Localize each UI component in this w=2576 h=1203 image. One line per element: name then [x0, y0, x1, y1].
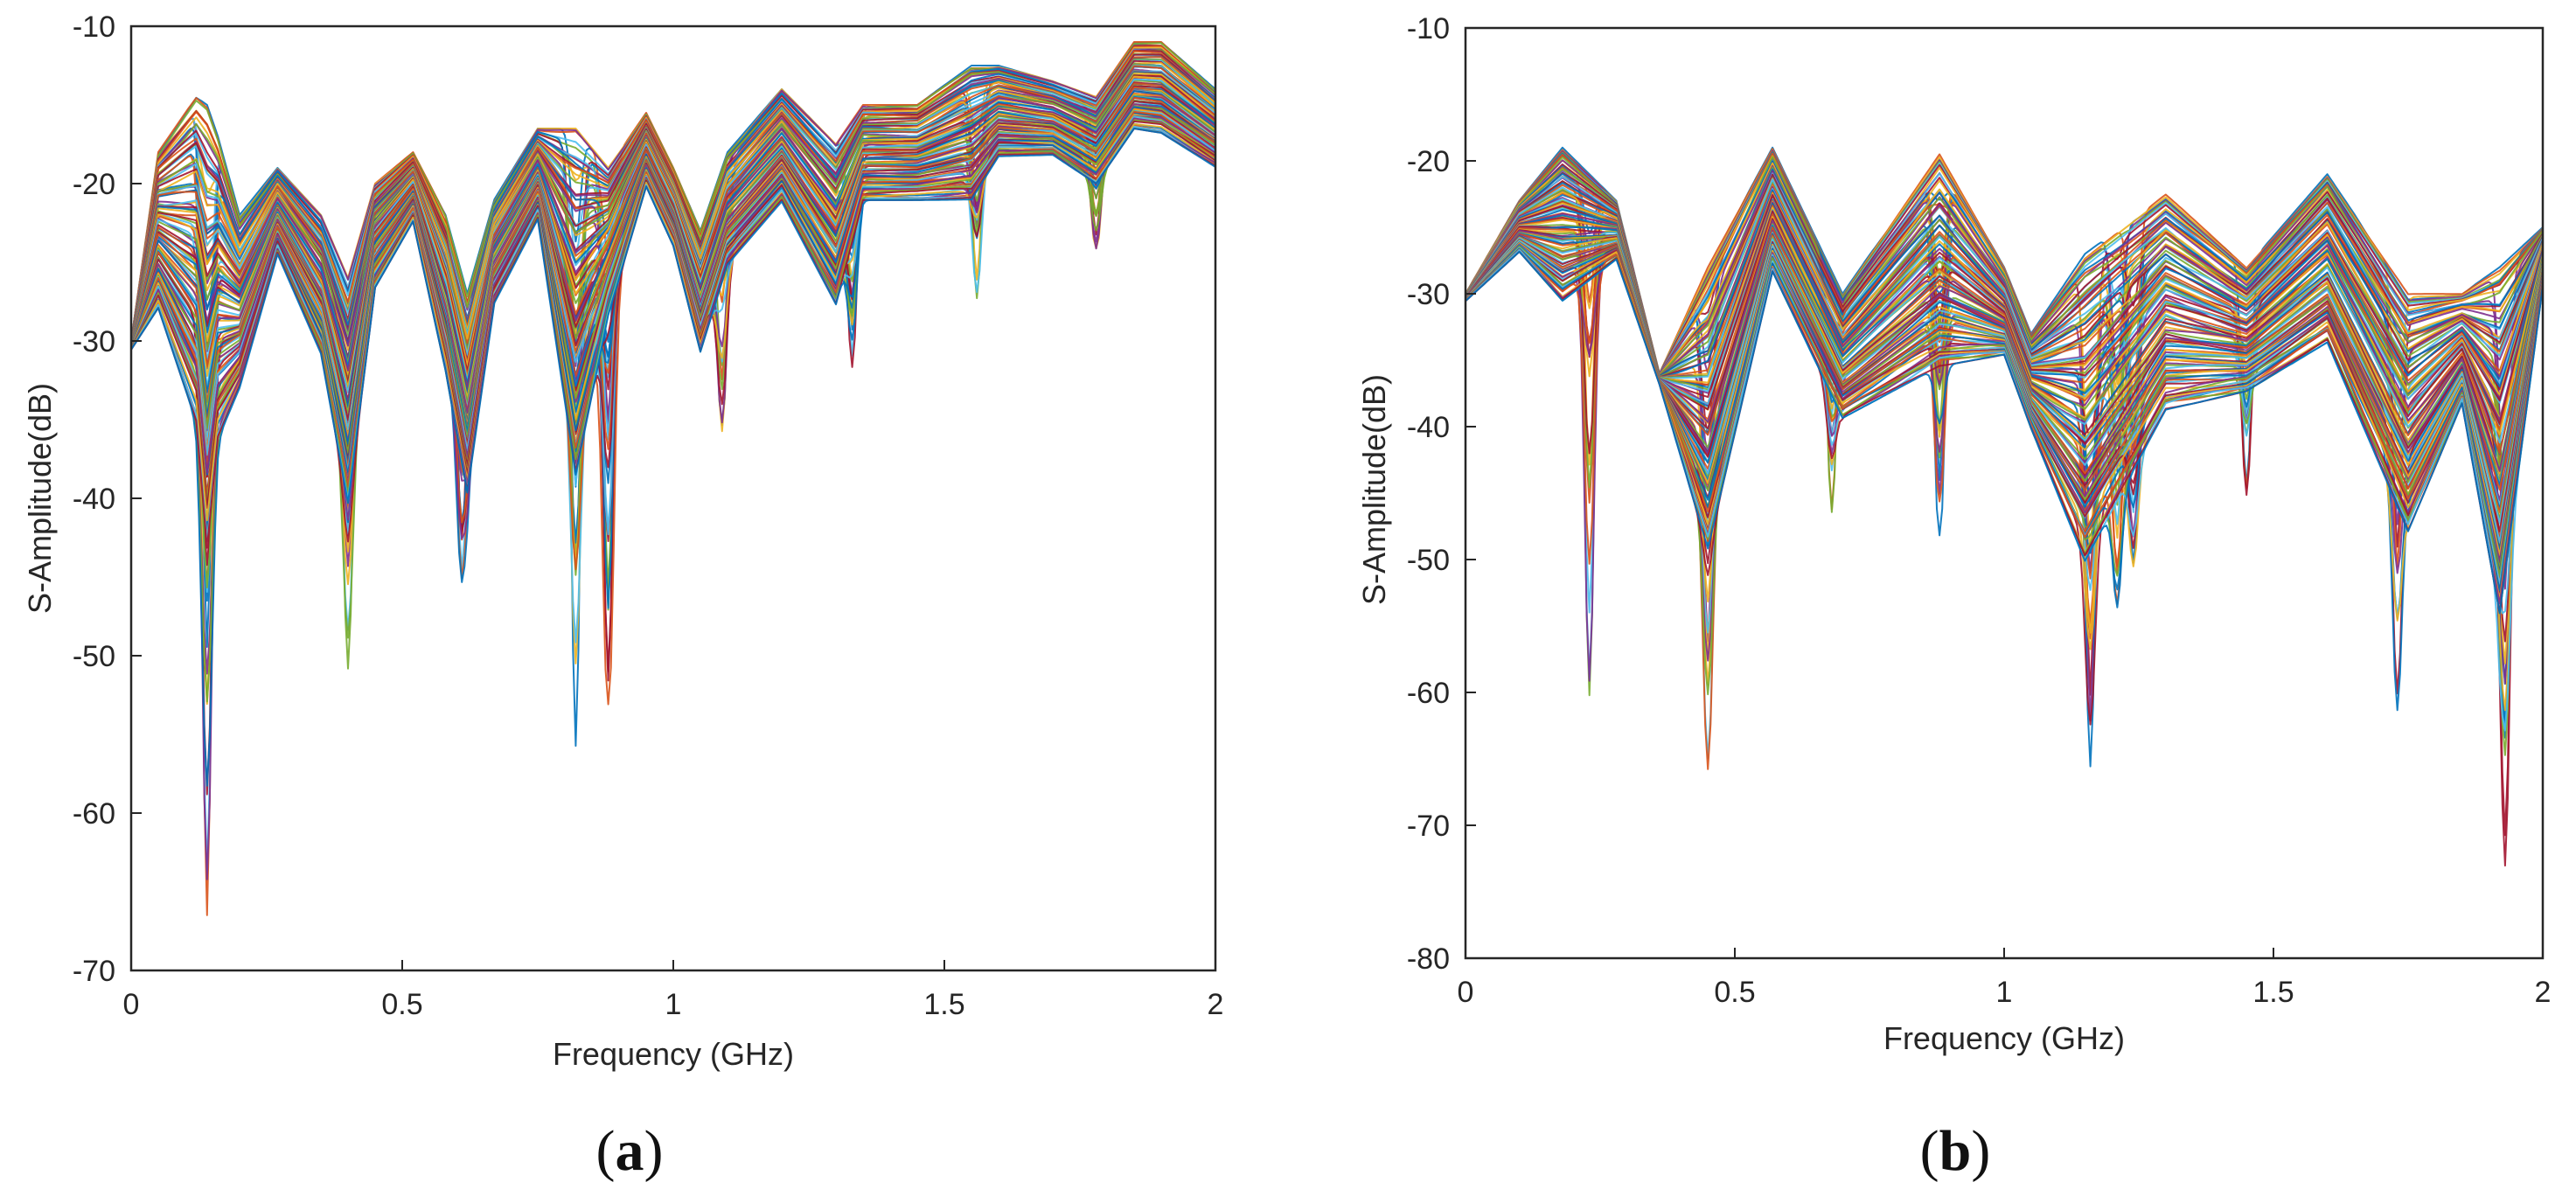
series-line-a-78 — [130, 95, 1216, 524]
y-tick-label-b-0: -10 — [1407, 12, 1450, 45]
x-axis-ticks-a: 0 0.5 1 1.5 2 — [123, 960, 1224, 1021]
x-axis-label-b: Frequency (GHz) — [1883, 1020, 2125, 1056]
y-tick-label-a-6: -70 — [73, 955, 115, 988]
chart-panel-b: 0 0.5 1 1.5 2 -10 -20 -30 -40 -50 -60 -70 -80 Frequ… — [1356, 12, 2551, 1183]
y-tick-label-b-3: -40 — [1407, 411, 1450, 444]
x-tick-label-b-0: 0 — [1458, 976, 1474, 1009]
series-line-a-71 — [130, 90, 1216, 544]
y-tick-label-b-1: -20 — [1407, 145, 1450, 178]
x-tick-label-a-0: 0 — [123, 988, 140, 1021]
series-line-a-54 — [130, 80, 1216, 588]
caption-b: (b) — [1920, 1119, 1991, 1183]
y-axis-ticks-b: -10 -20 -30 -40 -50 -60 -70 -80 — [1407, 12, 1476, 976]
series-line-a-72 — [130, 92, 1216, 512]
y-tick-label-a-0: -10 — [73, 10, 115, 44]
y-tick-label-a-5: -60 — [73, 797, 115, 831]
y-axis-label-b: S-Amplitude(dB) — [1356, 374, 1392, 605]
y-tick-label-b-6: -70 — [1407, 810, 1450, 843]
y-tick-label-b-4: -50 — [1407, 544, 1450, 577]
series-line-a-120 — [130, 128, 1216, 787]
plot-frame-b — [1464, 26, 2545, 960]
x-axis-ticks-b: 0 0.5 1 1.5 2 — [1458, 948, 2552, 1009]
x-tick-label-a-4: 2 — [1208, 988, 1224, 1021]
y-axis-ticks-a: -10 -20 -30 -40 -50 -60 -70 — [73, 10, 142, 988]
x-axis-label-a: Frequency (GHz) — [553, 1036, 794, 1072]
series-line-b-120 — [1465, 250, 2544, 615]
x-tick-label-a-2: 1 — [665, 988, 682, 1021]
chart-panel-a: 0 0.5 1 1.5 2 -10 -20 -30 -40 -50 -60 -70 Frequenc… — [22, 10, 1223, 1183]
x-tick-label-b-1: 0.5 — [1714, 976, 1755, 1009]
x-tick-label-b-4: 2 — [2535, 976, 2552, 1009]
x-tick-label-b-3: 1.5 — [2252, 976, 2294, 1009]
y-tick-label-a-4: -50 — [73, 640, 115, 673]
series-line-a-47 — [130, 73, 1216, 556]
x-tick-label-a-1: 0.5 — [381, 988, 422, 1021]
y-tick-label-a-1: -20 — [73, 168, 115, 201]
series-lines-a — [130, 41, 1216, 916]
series-line-a-60 — [130, 85, 1216, 567]
y-tick-label-b-2: -30 — [1407, 278, 1450, 311]
y-axis-label-a: S-Amplitude(dB) — [22, 383, 58, 614]
x-tick-label-a-3: 1.5 — [923, 988, 964, 1021]
y-tick-label-b-5: -60 — [1407, 677, 1450, 710]
y-tick-label-a-2: -30 — [73, 325, 115, 358]
y-tick-label-b-7: -80 — [1407, 942, 1450, 976]
x-tick-label-b-2: 1 — [1996, 976, 2013, 1009]
series-lines-b — [1465, 146, 2544, 867]
series-line-a-40 — [130, 70, 1216, 670]
series-line-a-73 — [130, 93, 1216, 567]
caption-a: (a) — [596, 1119, 664, 1183]
series-line-a-58 — [130, 82, 1216, 588]
y-tick-label-a-3: -40 — [73, 483, 115, 516]
